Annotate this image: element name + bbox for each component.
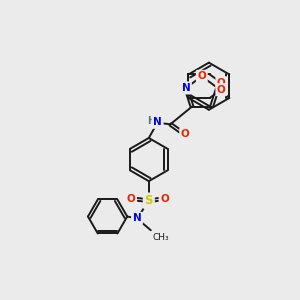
Text: O: O xyxy=(181,129,190,139)
Text: O: O xyxy=(197,71,206,81)
Text: N: N xyxy=(133,214,141,224)
Text: S: S xyxy=(145,194,153,207)
Text: O: O xyxy=(127,194,136,204)
Text: O: O xyxy=(217,85,226,95)
Text: H: H xyxy=(147,116,155,126)
Text: CH₃: CH₃ xyxy=(153,233,169,242)
Text: O: O xyxy=(160,194,169,204)
Text: O: O xyxy=(217,78,226,88)
Text: N: N xyxy=(182,83,190,93)
Text: N: N xyxy=(153,117,162,127)
